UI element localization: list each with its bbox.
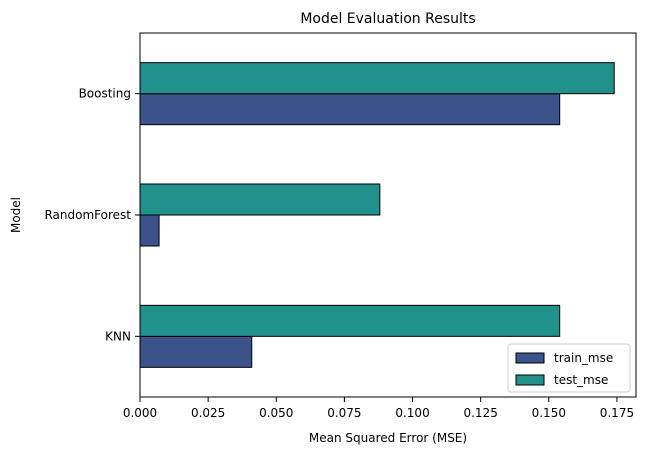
y-axis-label: Model xyxy=(9,197,23,233)
bar-train-mse-randomforest xyxy=(139,214,160,247)
x-tick-label: 0.075 xyxy=(327,406,361,420)
x-tick-label: 0.025 xyxy=(191,406,225,420)
bar-test-mse-knn xyxy=(139,304,561,337)
x-tick-label: 0.125 xyxy=(463,406,497,420)
x-tick-label: 0.150 xyxy=(532,406,566,420)
x-ticks-group: 0.000 0.025 0.050 0.075 0.100 0.125 0.150 0.175 xyxy=(123,397,634,420)
x-tick-label: 0.175 xyxy=(600,406,634,420)
bar-train-mse-boosting xyxy=(139,93,561,126)
plot-frame xyxy=(139,32,637,398)
y-tick-label-knn: KNN xyxy=(105,329,131,343)
bar-test-mse-boosting xyxy=(139,62,615,95)
bar-train-mse-knn xyxy=(139,335,253,368)
bars-group xyxy=(139,62,615,368)
y-tick-label-boosting: Boosting xyxy=(79,87,131,101)
legend-label-test: test_mse xyxy=(554,373,608,387)
x-tick-label: 0.100 xyxy=(395,406,429,420)
y-tick-label-randomforest: RandomForest xyxy=(44,208,131,222)
legend-swatch-test xyxy=(515,374,545,386)
legend: train_mse test_mse xyxy=(507,343,631,393)
legend-swatch-train xyxy=(515,352,545,364)
x-tick-label: 0.050 xyxy=(259,406,293,420)
chart-title: Model Evaluation Results xyxy=(300,11,475,27)
x-tick-label: 0.000 xyxy=(123,406,157,420)
legend-label-train: train_mse xyxy=(554,351,613,365)
x-axis-label: Mean Squared Error (MSE) xyxy=(309,431,467,445)
bar-test-mse-randomforest xyxy=(139,183,381,216)
y-ticks-group: KNN RandomForest Boosting xyxy=(44,87,140,343)
